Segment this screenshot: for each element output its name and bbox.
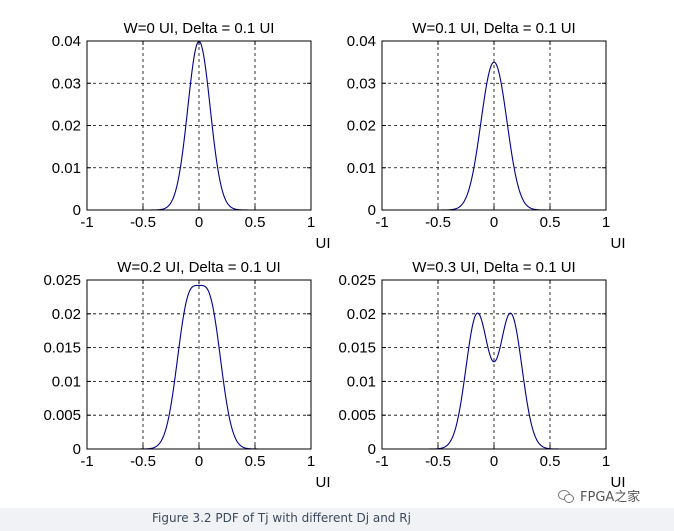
x-tick-label: -0.5 <box>130 453 156 470</box>
x-tick-label: -1 <box>80 453 93 470</box>
figure-canvas: -1 -0.5 0 0.5 1 0 0.01 0.02 0.03 0.04 W=0 UI, Delt… <box>43 20 626 491</box>
y-tick-label: 0.025 <box>43 272 81 289</box>
y-tick-label: 0.02 <box>52 306 81 323</box>
y-tick-label: 0.015 <box>338 340 376 357</box>
y-tick-label: 0.02 <box>347 118 376 135</box>
y-tick-label: 0.015 <box>43 340 81 357</box>
x-tick-label: -0.5 <box>130 214 156 231</box>
y-tick-label: 0.025 <box>338 272 376 289</box>
subplot-3: -1 -0.5 0 0.5 1 0 0.005 0.01 0.015 0.02 0.025 W=0.2… <box>43 259 330 491</box>
subplot-title: W=0.3 UI, Delta = 0.1 UI <box>412 259 575 276</box>
y-tick-label: 0 <box>73 202 81 219</box>
y-tick-label: 0.03 <box>52 75 81 92</box>
y-tick-label: 0.04 <box>347 33 376 50</box>
y-tick-label: 0.02 <box>347 306 376 323</box>
y-tick-label: 0.005 <box>338 407 376 424</box>
y-tick-label: 0.005 <box>43 407 81 424</box>
y-tick-label: 0.01 <box>52 373 81 390</box>
x-tick-label: 0.5 <box>245 453 266 470</box>
x-tick-label: 0.5 <box>540 453 561 470</box>
x-tick-label: -1 <box>375 453 388 470</box>
x-tick-label: 0 <box>195 453 203 470</box>
x-axis-label: UI <box>316 474 331 491</box>
subplot-title: W=0 UI, Delta = 0.1 UI <box>124 20 275 37</box>
x-tick-label: 1 <box>307 453 315 470</box>
x-tick-label: -1 <box>80 214 93 231</box>
x-tick-label: 0 <box>490 453 498 470</box>
y-tick-label: 0 <box>73 441 81 458</box>
watermark-text: FPGA之家 <box>580 490 641 505</box>
subplot-1: -1 -0.5 0 0.5 1 0 0.01 0.02 0.03 0.04 W=0 UI, Delt… <box>52 20 331 252</box>
x-tick-label: -1 <box>375 214 388 231</box>
x-tick-label: 0.5 <box>540 214 561 231</box>
x-tick-label: 0 <box>195 214 203 231</box>
caption-bar <box>0 508 674 531</box>
x-axis-label: UI <box>611 235 626 252</box>
subplot-title: W=0.1 UI, Delta = 0.1 UI <box>412 20 575 37</box>
x-tick-label: 0 <box>490 214 498 231</box>
x-tick-label: 0.5 <box>245 214 266 231</box>
x-tick-label: -0.5 <box>425 214 451 231</box>
y-tick-label: 0.01 <box>52 160 81 177</box>
subplot-title: W=0.2 UI, Delta = 0.1 UI <box>117 259 280 276</box>
y-tick-label: 0.01 <box>347 160 376 177</box>
figure-caption: Figure 3.2 PDF of Tj with different Dj a… <box>152 511 411 525</box>
watermark: FPGA之家 <box>558 486 640 505</box>
y-tick-label: 0 <box>368 441 376 458</box>
x-tick-label: -0.5 <box>425 453 451 470</box>
x-tick-label: 1 <box>602 453 610 470</box>
subplot-4: -1 -0.5 0 0.5 1 0 0.005 0.01 0.015 0.02 0.025 W=0.3… <box>338 259 625 491</box>
y-tick-label: 0 <box>368 202 376 219</box>
x-tick-label: 1 <box>307 214 315 231</box>
y-tick-label: 0.03 <box>347 75 376 92</box>
x-axis-label: UI <box>316 235 331 252</box>
wechat-icon <box>558 489 574 503</box>
y-tick-label: 0.01 <box>347 373 376 390</box>
x-tick-label: 1 <box>602 214 610 231</box>
x-axis-label: UI <box>611 474 626 491</box>
y-tick-label: 0.04 <box>52 33 81 50</box>
y-tick-label: 0.02 <box>52 118 81 135</box>
subplot-2: -1 -0.5 0 0.5 1 0 0.01 0.02 0.03 0.04 W=0.1 UI, De… <box>347 20 626 252</box>
